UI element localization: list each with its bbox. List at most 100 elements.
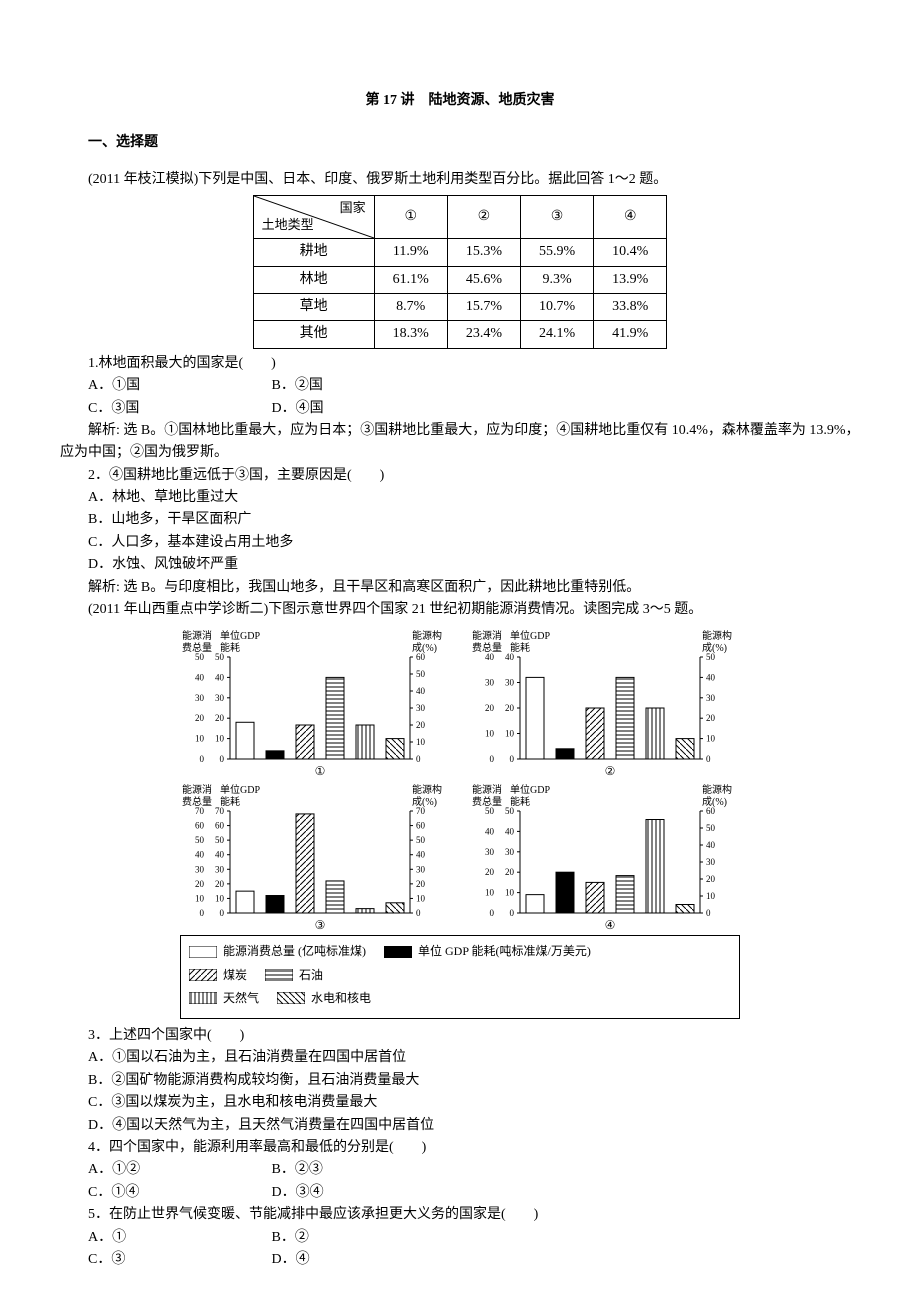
col-1: ① (374, 196, 447, 239)
table-cell: 13.9% (594, 266, 667, 293)
svg-text:10: 10 (706, 891, 716, 901)
svg-text:10: 10 (195, 734, 205, 744)
table-diag-header: 国家 土地类型 (253, 196, 374, 239)
table-cell: 9.3% (521, 266, 594, 293)
svg-text:20: 20 (505, 703, 515, 713)
intro-q3to5: (2011 年山西重点中学诊断二)下图示意世界四个国家 21 世纪初期能源消费情… (60, 599, 860, 621)
q1-opt-c: C．③国 (88, 398, 268, 420)
svg-text:40: 40 (706, 840, 716, 850)
svg-text:单位GDP: 单位GDP (510, 783, 550, 796)
svg-text:10: 10 (215, 894, 225, 904)
svg-text:10: 10 (706, 734, 716, 744)
svg-text:40: 40 (195, 673, 205, 683)
svg-text:60: 60 (416, 652, 426, 662)
legend-label: 煤炭 (223, 966, 247, 985)
svg-text:能源消: 能源消 (182, 783, 212, 796)
page-title: 第 17 讲 陆地资源、地质灾害 (60, 90, 860, 112)
svg-text:0: 0 (490, 754, 495, 764)
svg-text:0: 0 (220, 754, 225, 764)
svg-text:能源构: 能源构 (702, 629, 732, 642)
svg-text:40: 40 (195, 850, 205, 860)
svg-text:30: 30 (195, 693, 205, 703)
svg-text:40: 40 (505, 827, 515, 837)
svg-text:50: 50 (195, 652, 205, 662)
table-cell: 15.7% (447, 293, 520, 320)
svg-text:20: 20 (416, 879, 426, 889)
q1-stem: 1.林地面积最大的国家是( ) (60, 353, 860, 375)
svg-text:30: 30 (416, 703, 426, 713)
q4-options-row1: A．①② B．②③ (88, 1159, 860, 1181)
energy-chart: 能源消费总量单位GDP能耗能源构成(%)00101020203030404050… (180, 783, 450, 933)
q4-opt-a: A．①② (88, 1159, 268, 1181)
svg-text:20: 20 (416, 720, 426, 730)
svg-text:0: 0 (200, 908, 205, 918)
table-cell: 18.3% (374, 321, 447, 348)
svg-text:④: ④ (605, 918, 616, 932)
svg-text:20: 20 (215, 714, 225, 724)
svg-text:0: 0 (706, 908, 711, 918)
section-heading: 一、选择题 (60, 132, 860, 154)
svg-text:能源构: 能源构 (412, 783, 442, 796)
svg-text:②: ② (605, 764, 616, 778)
svg-text:50: 50 (416, 669, 426, 679)
q2-opt-a: A．林地、草地比重过大 (60, 487, 860, 509)
svg-text:30: 30 (505, 678, 515, 688)
svg-text:0: 0 (200, 754, 205, 764)
q1-opt-b: B．②国 (272, 375, 452, 397)
q1-opt-a: A．①国 (88, 375, 268, 397)
svg-text:10: 10 (195, 894, 205, 904)
svg-text:30: 30 (215, 693, 225, 703)
svg-text:10: 10 (505, 729, 515, 739)
table-cell: 55.9% (521, 239, 594, 266)
svg-text:能源构: 能源构 (412, 629, 442, 642)
q1-options-row2: C．③国 D．④国 (88, 398, 860, 420)
q1-explain: 解析: 选 B。①国林地比重最大，应为日本；③国耕地比重最大，应为印度；④国耕地… (60, 420, 860, 465)
q5-options-row1: A．① B．② (88, 1227, 860, 1249)
q3-opt-d: D．④国以天然气为主，且天然气消费量在四国中居首位 (60, 1115, 860, 1137)
svg-text:70: 70 (416, 806, 426, 816)
svg-text:0: 0 (220, 908, 225, 918)
energy-chart: 能源消费总量单位GDP能耗能源构成(%)00101020203030404050… (470, 783, 740, 933)
chart-cell: 能源消费总量单位GDP能耗能源构成(%)00101020203030404050… (180, 629, 450, 779)
q2-explain: 解析: 选 B。与印度相比，我国山地多，且干旱区和高寒区面积广，因此耕地比重特别… (60, 577, 860, 599)
q5-opt-c: C．③ (88, 1249, 268, 1271)
svg-text:50: 50 (485, 806, 495, 816)
legend-label: 天然气 (223, 989, 259, 1008)
table-cell: 10.4% (594, 239, 667, 266)
q5-stem: 5．在防止世界气候变暖、节能减排中最应该承担更大义务的国家是( ) (60, 1204, 860, 1226)
svg-text:60: 60 (215, 821, 225, 831)
chart-cell: 能源消费总量单位GDP能耗能源构成(%)00101020203030404050… (180, 783, 450, 933)
svg-text:0: 0 (416, 908, 421, 918)
intro-q1q2: (2011 年枝江模拟)下列是中国、日本、印度、俄罗斯土地利用类型百分比。据此回… (60, 169, 860, 191)
svg-text:20: 20 (195, 714, 205, 724)
table-row-label: 耕地 (253, 239, 374, 266)
svg-text:50: 50 (215, 652, 225, 662)
svg-text:0: 0 (490, 908, 495, 918)
legend-label: 石油 (299, 966, 323, 985)
svg-text:30: 30 (485, 678, 495, 688)
legend-item: 天然气 (189, 989, 259, 1008)
svg-text:20: 20 (195, 879, 205, 889)
svg-text:①: ① (315, 764, 326, 778)
col-4: ④ (594, 196, 667, 239)
svg-text:10: 10 (485, 888, 495, 898)
svg-text:20: 20 (485, 703, 495, 713)
table-header-top: 国家 (340, 198, 366, 219)
q5-options-row2: C．③ D．④ (88, 1249, 860, 1271)
svg-text:0: 0 (706, 754, 711, 764)
svg-text:单位GDP: 单位GDP (510, 629, 550, 642)
svg-text:10: 10 (215, 734, 225, 744)
svg-text:30: 30 (505, 847, 515, 857)
svg-text:30: 30 (416, 865, 426, 875)
svg-text:40: 40 (505, 652, 515, 662)
q2-opt-c: C．人口多，基本建设占用土地多 (60, 532, 860, 554)
charts-container: 能源消费总量单位GDP能耗能源构成(%)00101020203030404050… (180, 629, 740, 1019)
svg-text:50: 50 (416, 836, 426, 846)
svg-text:③: ③ (315, 918, 326, 932)
svg-text:20: 20 (485, 868, 495, 878)
table-row-label: 林地 (253, 266, 374, 293)
legend-item: 煤炭 (189, 966, 247, 985)
svg-text:50: 50 (215, 836, 225, 846)
svg-text:60: 60 (195, 821, 205, 831)
chart-cell: 能源消费总量单位GDP能耗能源构成(%)00101020203030404001… (470, 629, 740, 779)
